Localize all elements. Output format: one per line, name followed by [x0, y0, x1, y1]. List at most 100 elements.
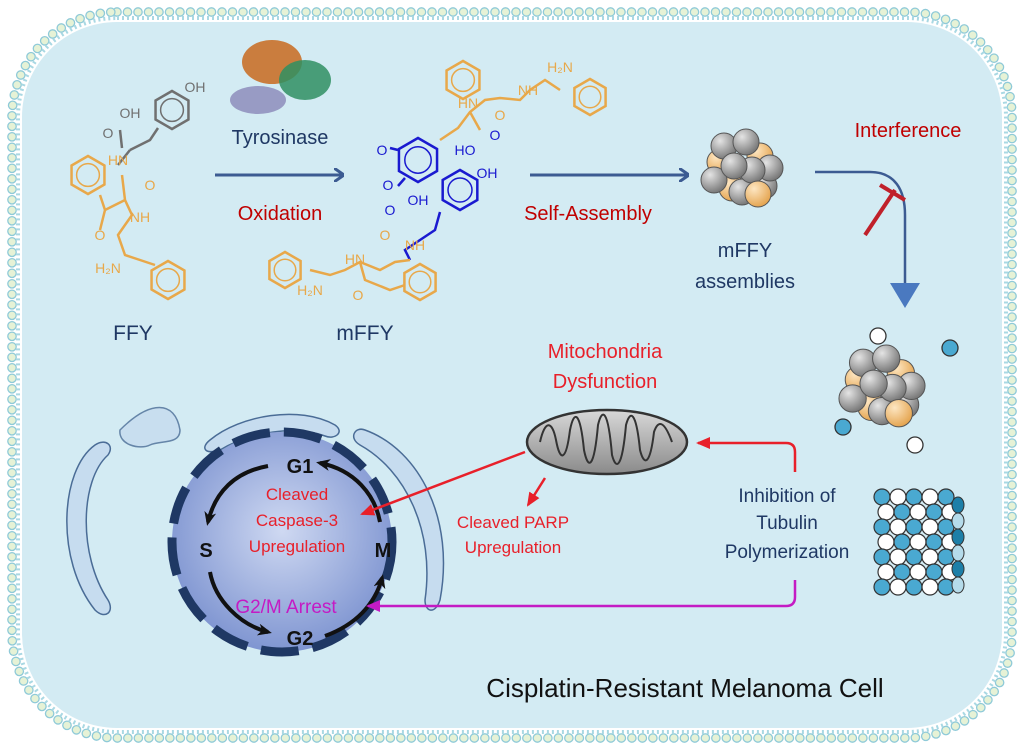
lipid-head — [217, 7, 227, 17]
tubulin-subunit — [925, 503, 943, 521]
lipid-head — [511, 7, 521, 17]
lipid-head — [217, 733, 228, 743]
tubulin-subunit — [889, 518, 907, 536]
lipid-head — [595, 733, 606, 743]
lipid-head — [900, 733, 910, 743]
lipid-head — [364, 733, 375, 743]
tubulin-side — [951, 544, 965, 562]
lipid-head — [1007, 322, 1017, 333]
lipid-head — [175, 733, 186, 743]
lipid-head — [1007, 438, 1017, 448]
lipid-head — [858, 733, 868, 743]
lipid-head — [1007, 364, 1017, 375]
lipid-head — [774, 733, 784, 743]
tubulin-dimer — [941, 339, 959, 357]
lipid-head — [7, 572, 17, 583]
lipid-head — [312, 733, 322, 743]
bond — [117, 127, 160, 166]
caspase-line-1: Cleaved — [266, 485, 328, 504]
lipid-head — [448, 7, 458, 17]
mito-to-parp-arrow — [526, 477, 547, 507]
tubulin-to-mito-arrow — [696, 437, 797, 472]
lipid-head — [7, 394, 17, 405]
atom-label: H₂N — [297, 282, 323, 298]
lipid-head — [721, 7, 731, 17]
lipid-head — [1007, 448, 1017, 459]
lipid-head — [605, 7, 616, 17]
lipid-head — [1007, 259, 1017, 270]
lipid-head — [805, 7, 815, 17]
lipid-head — [7, 520, 17, 531]
phase-m: M — [375, 540, 392, 562]
lipid-head — [941, 725, 951, 736]
lipid-head — [940, 14, 951, 25]
lipid-head — [7, 247, 17, 258]
tubulin-subunit — [889, 488, 907, 506]
cell-membrane — [7, 7, 1017, 743]
atom-label: O — [385, 202, 396, 218]
lipid-head — [543, 733, 553, 743]
lipid-head — [982, 44, 993, 55]
tubulin-subunit — [905, 578, 923, 596]
lipid-head — [248, 7, 259, 17]
lipid-head — [784, 7, 794, 17]
lipid-head — [291, 733, 301, 743]
lipid-head — [7, 236, 17, 247]
lipid-head — [920, 8, 931, 19]
lipid-head — [374, 7, 385, 17]
peptide-ball — [838, 384, 867, 413]
lipid-head — [322, 7, 332, 17]
lipid-head — [122, 7, 133, 17]
endoplasmic-reticulum — [66, 406, 445, 616]
lipid-head — [280, 7, 290, 17]
lipid-head — [1007, 522, 1017, 532]
lipid-head — [32, 43, 43, 54]
lipid-tails — [16, 16, 1008, 734]
lipid-head — [102, 732, 112, 743]
tubulin-subunit — [909, 503, 927, 521]
lipid-head — [975, 702, 986, 713]
cell-cycle-arrows — [204, 459, 386, 638]
lipid-head — [1007, 238, 1017, 249]
lipid-head — [12, 79, 22, 90]
tyrosinase-label: Tyrosinase — [232, 127, 329, 149]
aromatic-circle — [159, 97, 185, 123]
lipid-head — [626, 7, 637, 17]
lipid-head — [1007, 627, 1017, 637]
lipid-head — [7, 352, 17, 363]
lipid-head — [711, 733, 721, 743]
lipid-head — [679, 733, 690, 743]
aromatic-circle — [447, 177, 473, 203]
bond — [389, 146, 442, 261]
tubulin-subunit — [937, 578, 955, 596]
atom-label: OH — [477, 165, 498, 181]
lipid-head — [7, 446, 17, 457]
lipid-head — [1007, 144, 1017, 154]
lipid-head — [480, 733, 490, 743]
lipid-head — [112, 733, 123, 743]
lipid-head — [1007, 165, 1017, 175]
lipid-head — [857, 7, 868, 17]
lipid-head — [417, 733, 427, 743]
lipid-head — [805, 733, 816, 743]
aromatic-circle — [408, 270, 432, 294]
tubulin-subunit — [921, 488, 939, 506]
lipid-head — [1007, 543, 1017, 553]
lipid-head — [1007, 207, 1017, 217]
tubulin-label-2: Tubulin — [756, 513, 818, 534]
lipid-head — [968, 709, 978, 720]
lipid-head — [826, 733, 837, 743]
lipid-head — [238, 7, 248, 17]
tubulin-subunit — [909, 563, 927, 581]
lipid-head — [7, 625, 17, 636]
lipid-head — [847, 7, 857, 17]
mito-label-1: Mitochondria — [548, 341, 663, 363]
lipid-head — [983, 695, 993, 705]
parp-label-2: Upregulation — [465, 538, 561, 557]
lipid-head — [7, 457, 17, 468]
bond — [309, 258, 411, 292]
lipid-head — [658, 733, 669, 743]
lipid-head — [1007, 585, 1017, 595]
lipid-head — [816, 733, 826, 743]
